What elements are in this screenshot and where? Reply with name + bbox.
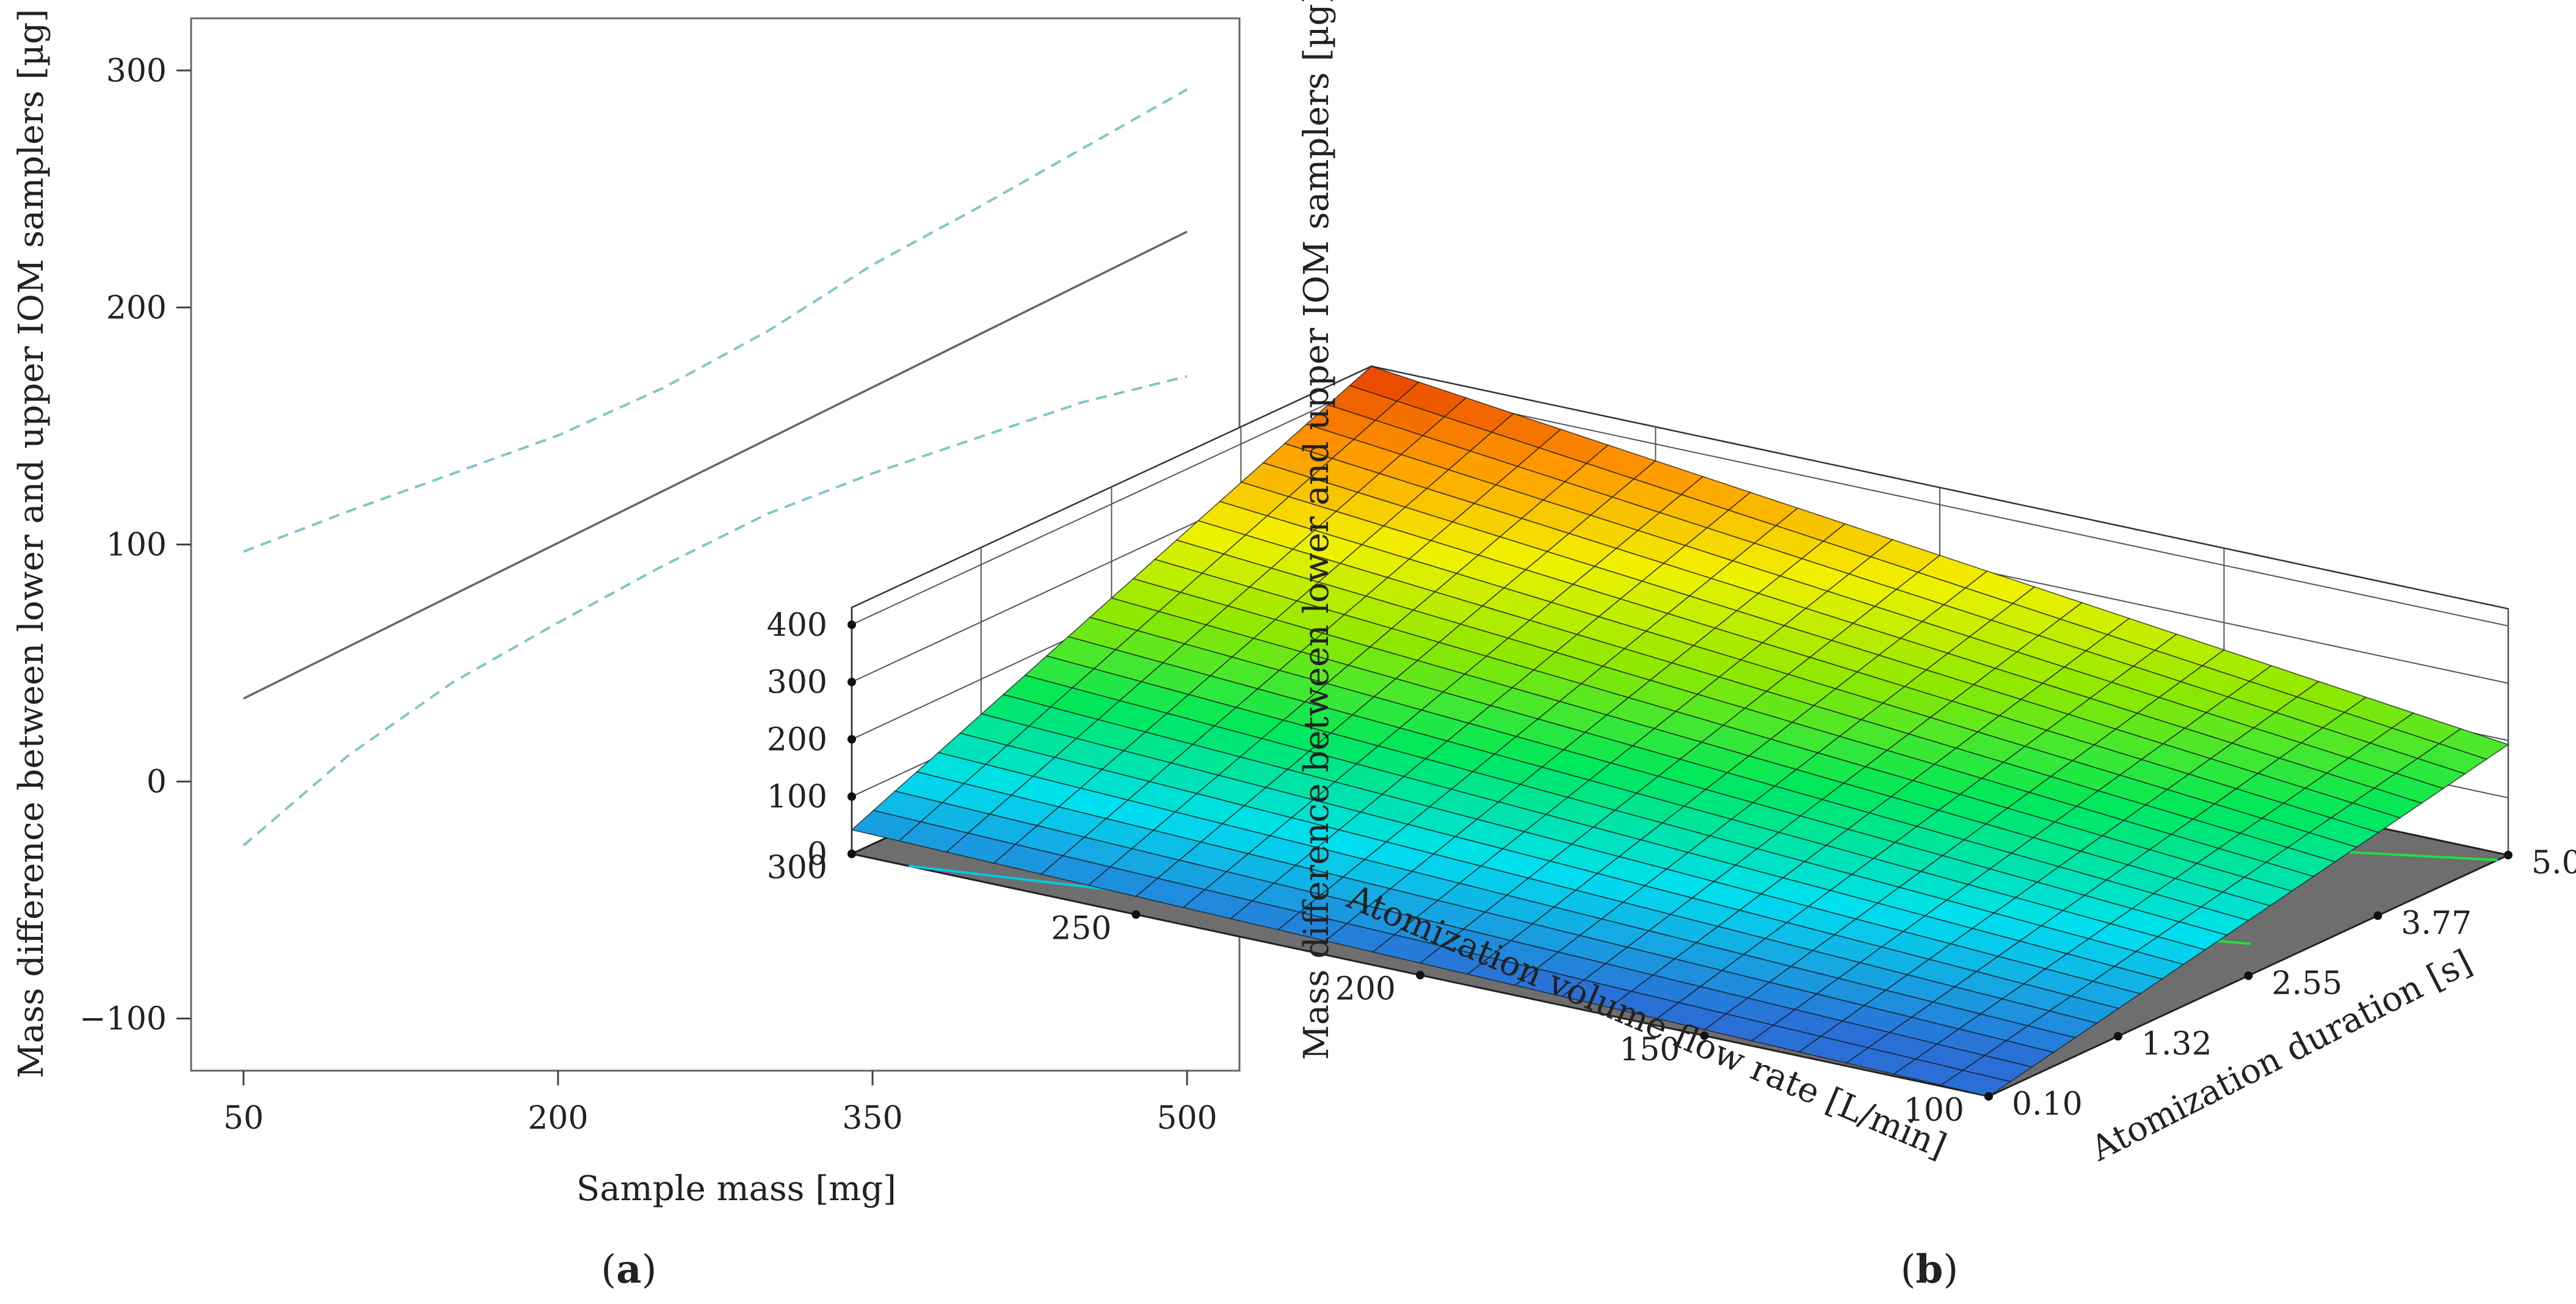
- chart-b: 0 100 200 300 400 100 150 200 250 300 0.10 1.32 2.55…: [767, 0, 2576, 1292]
- y-tick-dot-b: [2373, 911, 2382, 920]
- y-tick-dot-b: [1984, 1092, 1993, 1101]
- y-tick-label-a: 300: [106, 53, 167, 89]
- z-tick-label: 100: [767, 779, 827, 815]
- x-tick-label-a: 50: [223, 1100, 264, 1137]
- confidence-band-line-1: [243, 88, 1188, 553]
- y-tick-label-b: 1.32: [2141, 1026, 2212, 1063]
- panel-label-b-letter: b: [1916, 1247, 1943, 1292]
- y-tick-label-a: 100: [106, 527, 167, 564]
- z-tick-label: 400: [767, 607, 827, 644]
- y-tick-label-b: 3.77: [2401, 905, 2472, 942]
- confidence-band-line-2: [242, 375, 1188, 847]
- panel-label-a-letter: a: [616, 1247, 641, 1292]
- z-tick-label: 200: [767, 721, 827, 758]
- x-tick-label-b: 200: [1335, 971, 1396, 1008]
- series-a: [242, 88, 1188, 847]
- y-tick-dot-b: [2113, 1032, 2122, 1041]
- z-tick-dot: [847, 792, 856, 801]
- z-tick-dot: [847, 620, 856, 629]
- x-tick-dot-b: [1131, 910, 1141, 919]
- y-tick-label-a: −100: [79, 1001, 167, 1038]
- x-tick-label-a: 350: [842, 1100, 902, 1137]
- surface-cell: [1940, 1069, 2012, 1097]
- y-tick-dot-b: [2504, 851, 2513, 859]
- panel-label-b-open: (: [1901, 1247, 1916, 1292]
- x-tick-label-a: 200: [528, 1100, 588, 1137]
- x-tick-label-b: 250: [1051, 910, 1111, 947]
- surface-b: [851, 365, 2509, 1097]
- z-axis-label-b: Mass difference between lower and upper …: [1297, 0, 1337, 1060]
- x-tick-label-b: 150: [1619, 1032, 1680, 1068]
- x-tick-dot-b: [847, 850, 856, 858]
- z-tick-label: 300: [767, 665, 827, 701]
- x-axis-label-a: Sample mass [mg]: [576, 1169, 896, 1209]
- axes-a: 50 200 350 500 −100 0 100 200 300: [79, 53, 1217, 1137]
- z-tick-label: 0: [807, 836, 827, 873]
- y-tick-dot-b: [2244, 971, 2253, 980]
- y-tick-label-a: 200: [106, 290, 167, 326]
- panel-label-b-close: ): [1943, 1247, 1958, 1292]
- regression-line: [243, 230, 1188, 700]
- x-tick-label-a: 500: [1157, 1100, 1217, 1137]
- z-tick-dot: [847, 677, 856, 687]
- panel-label-a-close: ): [642, 1247, 657, 1292]
- panel-label-b: (b): [1901, 1247, 1959, 1292]
- panel-label-a-open: (: [601, 1247, 616, 1292]
- y-tick-label-b: 5.00: [2531, 845, 2576, 881]
- x-tick-dot-b: [1416, 971, 1424, 980]
- y-tick-label-a: 0: [147, 764, 167, 801]
- x-tick-label-b: 300: [767, 850, 827, 886]
- y-axis-label-a: Mass difference between lower and upper …: [12, 9, 51, 1079]
- z-tick-dot: [847, 735, 856, 744]
- panel-label-a: (a): [601, 1247, 656, 1292]
- y-tick-label-b: 2.55: [2272, 966, 2343, 1002]
- ticks-b: 0 100 200 300 400 100 150 200 250 300 0.10 1.32 2.55…: [767, 607, 2576, 1129]
- x-tick-dot-b: [1700, 1031, 1709, 1040]
- y-tick-label-b: 0.10: [2012, 1086, 2083, 1123]
- x-tick-label-b: 100: [1904, 1092, 1964, 1129]
